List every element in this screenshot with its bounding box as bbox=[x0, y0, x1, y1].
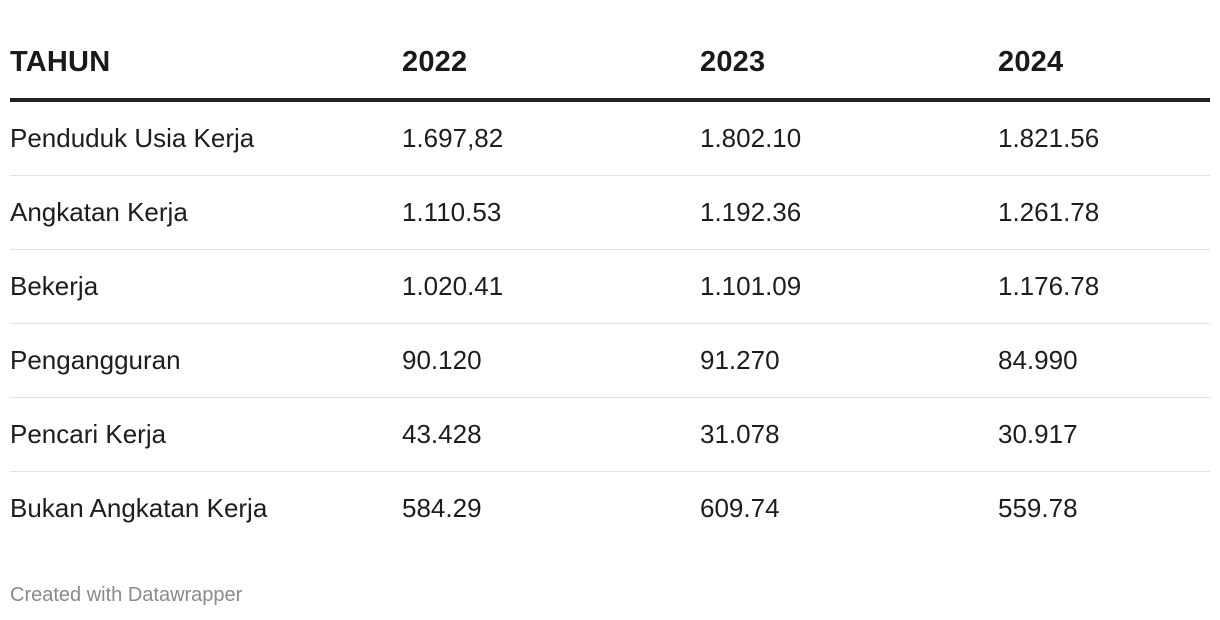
column-header-2024: 2024 bbox=[998, 26, 1210, 102]
row-label: Penduduk Usia Kerja bbox=[10, 100, 402, 176]
table-row: Bukan Angkatan Kerja 584.29 609.74 559.7… bbox=[10, 472, 1210, 546]
data-table-container: TAHUN 2022 2023 2024 Penduduk Usia Kerja… bbox=[10, 26, 1210, 545]
cell-value: 30.917 bbox=[998, 397, 1210, 472]
cell-value: 584.29 bbox=[402, 493, 482, 523]
cell-value: 559.78 bbox=[998, 493, 1078, 523]
cell-value: 609.74 bbox=[700, 493, 780, 523]
cell-value: 1.192.36 bbox=[700, 175, 998, 250]
table-body: Penduduk Usia Kerja 1.697,82 1.802.10 1.… bbox=[10, 100, 1210, 545]
cell-value: 1.110.53 bbox=[402, 175, 700, 250]
row-label: Bukan Angkatan Kerja bbox=[10, 493, 268, 523]
cell-value: 91.270 bbox=[700, 323, 998, 398]
table-row: Angkatan Kerja 1.110.53 1.192.36 1.261.7… bbox=[10, 175, 1210, 250]
cell-value: 1.176.78 bbox=[998, 249, 1210, 324]
table-header: TAHUN 2022 2023 2024 bbox=[10, 26, 1210, 102]
cell-value: 1.101.09 bbox=[700, 249, 998, 324]
cell-value: 1.821.56 bbox=[998, 100, 1210, 176]
table-row: Penduduk Usia Kerja 1.697,82 1.802.10 1.… bbox=[10, 100, 1210, 176]
column-header-2023: 2023 bbox=[700, 26, 998, 102]
column-header-2022: 2022 bbox=[402, 26, 700, 102]
row-label: Pencari Kerja bbox=[10, 397, 402, 472]
table-row: Bekerja 1.020.41 1.101.09 1.176.78 bbox=[10, 249, 1210, 324]
column-header-tahun: TAHUN bbox=[10, 26, 402, 102]
header-row: TAHUN 2022 2023 2024 bbox=[10, 26, 1210, 102]
cell-value: 1.261.78 bbox=[998, 175, 1210, 250]
cell-value: 43.428 bbox=[402, 397, 700, 472]
credit-text: Created with Datawrapper bbox=[10, 584, 243, 606]
cell-value: 90.120 bbox=[402, 323, 700, 398]
row-label: Angkatan Kerja bbox=[10, 175, 402, 250]
cell-value: 1.802.10 bbox=[700, 100, 998, 176]
data-table: TAHUN 2022 2023 2024 Penduduk Usia Kerja… bbox=[10, 26, 1210, 545]
cell-value: 31.078 bbox=[700, 397, 998, 472]
table-row: Pencari Kerja 43.428 31.078 30.917 bbox=[10, 397, 1210, 472]
cell-value: 1.697,82 bbox=[402, 100, 700, 176]
row-label: Pengangguran bbox=[10, 323, 402, 398]
row-label: Bekerja bbox=[10, 249, 402, 324]
cell-value: 84.990 bbox=[998, 323, 1210, 398]
cell-value: 1.020.41 bbox=[402, 249, 700, 324]
table-row: Pengangguran 90.120 91.270 84.990 bbox=[10, 323, 1210, 398]
